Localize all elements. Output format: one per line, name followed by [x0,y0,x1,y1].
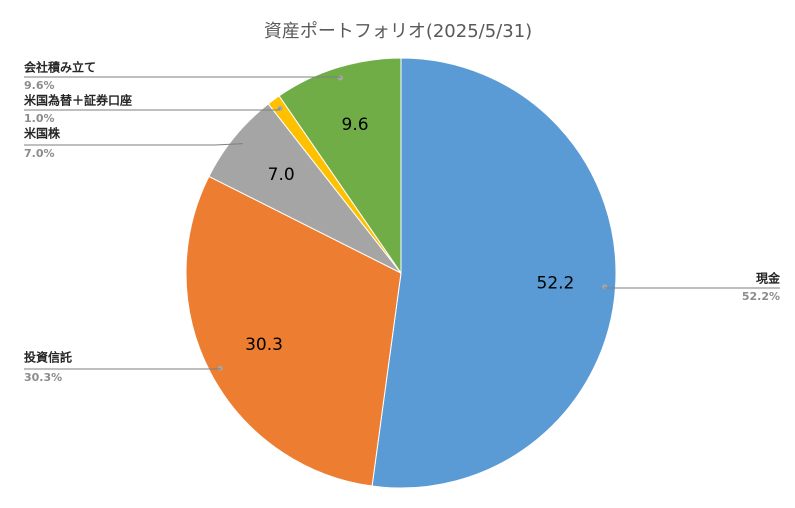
leader-line [604,286,780,289]
data-label: 30.3 [245,335,283,355]
category-label: 会社積み立て [24,60,96,75]
percent-label: 52.2% [742,290,780,303]
data-label: 7.0 [268,165,295,185]
chart-title: 資産ポートフォリオ(2025/5/31) [264,21,532,42]
leader-line [24,368,221,370]
category-label: 米国為替＋証券口座 [24,93,132,108]
leader-line [24,76,341,79]
percent-label: 1.0% [24,112,55,125]
leader-line [24,143,243,146]
pie-slice [185,175,402,487]
pie-slice [278,57,402,275]
leader-line [24,108,281,111]
percent-label: 30.3% [24,371,62,384]
data-label: 9.6 [342,115,369,135]
category-label: 投資信託 [24,350,72,365]
pie-slice [371,57,617,489]
percent-label: 9.6% [24,79,55,92]
data-label: 52.2 [537,273,575,293]
category-label: 現金 [756,271,781,286]
category-label: 米国株 [24,126,61,141]
percent-label: 7.0% [24,147,55,160]
